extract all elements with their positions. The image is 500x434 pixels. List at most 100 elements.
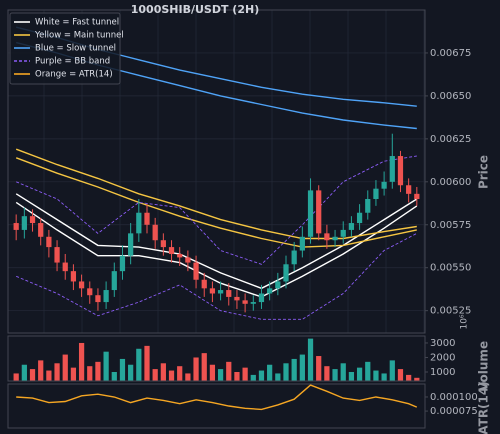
volume-bar <box>21 364 27 381</box>
candle-body <box>54 247 60 263</box>
candle-body <box>356 212 363 224</box>
volume-bar <box>299 354 305 381</box>
candle-body <box>234 296 240 301</box>
volume-bar <box>365 361 371 381</box>
volume-bar <box>316 356 322 381</box>
volume-bar <box>389 360 395 381</box>
candle-body <box>365 198 371 213</box>
y-tick-label: 0.00550 <box>430 263 471 274</box>
volume-bar <box>13 373 19 381</box>
volume-bar <box>111 372 117 381</box>
candle-body <box>332 236 338 241</box>
candle-body <box>389 156 395 182</box>
y-tick-label: 1000 <box>430 367 455 378</box>
candle-body <box>177 253 183 258</box>
volume-bar <box>406 374 412 381</box>
volume-bar <box>78 342 85 381</box>
volume-bar <box>275 373 281 381</box>
volume-bar <box>201 353 207 381</box>
volume-bar <box>307 338 314 381</box>
candle-body <box>226 290 232 297</box>
y-axis-label: ATR(14) <box>477 381 491 434</box>
volume-bar <box>242 367 248 381</box>
volume-bar <box>95 361 101 381</box>
volume-bar <box>397 369 404 381</box>
candle-body <box>397 156 404 186</box>
volume-bar <box>29 369 36 381</box>
volume-bar <box>340 363 346 381</box>
y-tick-label: 2000 <box>430 352 455 363</box>
volume-bar <box>234 372 240 381</box>
candle-body <box>348 223 355 230</box>
legend-label: Yellow = Main tunnel <box>34 31 124 41</box>
volume-bar <box>332 369 338 381</box>
y-tick-label: 0.00650 <box>430 91 471 102</box>
volume-bar <box>144 345 150 381</box>
candle-body <box>258 293 265 303</box>
volume-bar <box>54 363 60 381</box>
candle-body <box>193 262 199 280</box>
volume-bar <box>267 364 273 381</box>
candle-body <box>70 271 77 282</box>
y-tick-label: 0.000100 <box>430 392 478 403</box>
candle-body <box>185 257 191 263</box>
candle-body <box>242 300 248 304</box>
volume-bar <box>136 348 142 381</box>
candle-body <box>152 224 158 241</box>
y-tick-label: 3000 <box>430 338 455 349</box>
chart-title: 1000SHIB/USDT (2H) <box>131 3 259 16</box>
candle-body <box>62 262 68 272</box>
y-axis-label: Price <box>477 155 491 189</box>
atr-panel <box>7 383 426 429</box>
candle-body <box>209 288 216 294</box>
volume-bar <box>209 364 216 381</box>
volume-bar <box>356 367 363 381</box>
candle-body <box>414 193 420 199</box>
candle-body <box>95 295 101 303</box>
candle-body <box>168 247 175 254</box>
volume-bar <box>46 370 52 381</box>
candle-body <box>250 302 256 304</box>
candle-body <box>324 233 330 241</box>
candle-body <box>46 236 52 248</box>
legend-label: White = Fast tunnel <box>35 18 119 28</box>
candle-body <box>128 233 134 256</box>
y-tick-label: 0.00675 <box>430 48 471 59</box>
candle-body <box>144 212 150 225</box>
mark-layer <box>13 26 420 411</box>
candle-body <box>87 288 93 296</box>
y-tick-label: 0.00525 <box>430 306 471 317</box>
volume-bar <box>128 364 134 381</box>
candle-body <box>381 181 387 189</box>
candle-body <box>291 250 297 265</box>
volume-bar <box>258 370 265 381</box>
volume-bar <box>62 354 68 381</box>
volume-bar <box>193 357 199 381</box>
legend-label: Blue = Slow tunnel <box>35 44 116 54</box>
candle-body <box>13 223 19 230</box>
candle-body <box>340 229 346 237</box>
y-tick-label: 0.00600 <box>430 177 471 188</box>
candle-body <box>201 279 207 289</box>
band-upper <box>15 148 417 240</box>
candle-body <box>283 264 289 282</box>
atr-line <box>16 384 418 411</box>
volume-bar <box>70 367 77 381</box>
volume-bar <box>324 366 330 381</box>
candle-body <box>316 190 322 234</box>
y-tick-label: 0.00575 <box>430 220 471 231</box>
price-panel <box>7 9 426 334</box>
candle-body <box>29 216 36 224</box>
volume-bar <box>38 360 44 381</box>
volume-bar <box>283 363 289 381</box>
candle-body <box>78 281 85 289</box>
volume-bar <box>414 377 420 381</box>
candle-body <box>406 185 412 194</box>
volume-panel <box>7 335 426 382</box>
volume-bar <box>168 370 175 381</box>
volume-bar <box>87 366 93 381</box>
volume-bar <box>291 358 297 381</box>
volume-bar <box>152 369 158 381</box>
volume-bar <box>103 351 109 381</box>
